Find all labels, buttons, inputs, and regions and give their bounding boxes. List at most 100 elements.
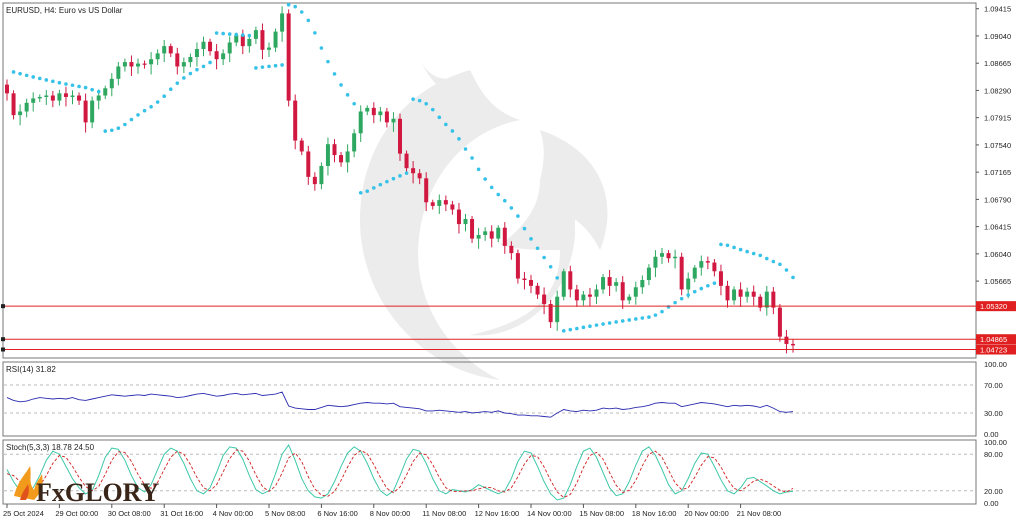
psar-dot (686, 293, 690, 297)
x-axis-label: 18 Nov 16:00 (632, 509, 677, 518)
psar-dot (437, 115, 442, 120)
bull-candle (24, 102, 29, 112)
bear-candle (574, 289, 579, 301)
bull-candle (745, 291, 750, 297)
psar-dot (784, 268, 789, 272)
bull-candle (149, 59, 154, 65)
psar-dot (398, 174, 402, 178)
x-axis-label: 29 Oct 00:00 (55, 509, 98, 518)
bear-candle (83, 100, 88, 123)
psar-dot (44, 78, 49, 82)
psar-dot (162, 94, 166, 99)
bear-candle (293, 100, 298, 141)
level-handle[interactable] (1, 304, 5, 309)
x-axis-label: 6 Nov 16:00 (317, 509, 357, 518)
bull-candle (234, 35, 239, 43)
bear-candle (11, 93, 16, 116)
price-panel-title: EURUSD, H4: Euro vs US Dollar (6, 6, 123, 15)
bear-candle (470, 218, 475, 239)
bull-candle (18, 111, 23, 116)
psar-dot (306, 18, 311, 23)
psar-dot (535, 246, 540, 251)
bear-candle (214, 51, 219, 60)
bull-candle (673, 256, 678, 259)
bull-candle (273, 31, 278, 48)
psar-dot (561, 329, 566, 333)
psar-dot (110, 128, 114, 133)
bear-candle (430, 202, 435, 206)
price-y-label: 1.07915 (984, 114, 1011, 123)
psar-dot (751, 251, 756, 256)
rsi-line (6, 391, 794, 418)
psar-dot (417, 98, 422, 103)
bear-candle (515, 253, 520, 279)
x-axis-label: 12 Nov 16:00 (475, 509, 520, 518)
bear-candle (542, 294, 547, 304)
bull-candle (496, 227, 501, 239)
level-handle[interactable] (1, 347, 5, 352)
bear-candle (718, 271, 723, 286)
psar-dot (706, 283, 710, 288)
rsi-y-label: 100.00 (984, 360, 1007, 369)
bull-candle (660, 253, 664, 257)
bull-candle (378, 111, 383, 116)
bull-candle (561, 271, 566, 297)
psar-dot (391, 176, 396, 181)
psar-dot (293, 4, 298, 9)
x-axis-label: 30 Oct 08:00 (108, 509, 151, 518)
psar-dot (31, 75, 35, 79)
fxglory-watermark (360, 60, 608, 380)
fxglory-logo: FxGLORY (14, 466, 160, 507)
psar-dot (51, 79, 55, 84)
bull-candle (764, 291, 769, 308)
bear-candle (129, 62, 134, 67)
bear-candle (77, 95, 82, 101)
bull-candle (633, 287, 638, 297)
psar-dot (286, 2, 291, 7)
bull-candle (614, 282, 619, 286)
bear-candle (456, 209, 461, 225)
bull-candle (692, 267, 697, 279)
price-panel (2, 2, 977, 359)
bear-candle (168, 46, 173, 54)
bear-candle (443, 200, 448, 205)
bull-candle (325, 144, 330, 166)
psar-dot (372, 186, 376, 190)
bull-candle (463, 218, 468, 225)
price-y-label: 1.06040 (984, 250, 1011, 259)
bull-candle (686, 278, 691, 290)
bear-candle (450, 204, 455, 210)
psar-dot (607, 321, 612, 325)
psar-dot (103, 129, 108, 133)
bull-candle (391, 118, 396, 123)
psar-dot (234, 32, 239, 37)
psar-dot (254, 66, 258, 70)
bear-candle (371, 107, 376, 116)
psar-dot (385, 179, 389, 184)
psar-dot (273, 63, 278, 68)
bull-candle (57, 93, 62, 101)
psar-dot (168, 87, 173, 91)
bear-candle (411, 168, 416, 174)
bull-candle (280, 13, 285, 32)
psar-dot (791, 275, 795, 280)
bear-candle (339, 155, 344, 163)
bull-candle (476, 234, 481, 239)
psar-dot (182, 76, 186, 80)
psar-dot (765, 256, 769, 261)
bull-candle (627, 296, 632, 301)
psar-dot (70, 83, 75, 88)
psar-dot (149, 104, 153, 109)
stoch-y-label: 0.00 (984, 499, 999, 508)
bear-candle (535, 285, 540, 295)
stoch-y-label: 80.00 (984, 450, 1003, 459)
psar-dot (136, 113, 140, 117)
level-handle[interactable] (1, 337, 5, 342)
bear-candle (509, 245, 514, 254)
bear-candle (548, 303, 553, 323)
x-axis-label: 15 Nov 08:00 (579, 509, 624, 518)
x-axis-label: 14 Nov 00:00 (527, 509, 572, 518)
bull-candle (155, 53, 160, 60)
stochastic-series (6, 444, 794, 501)
